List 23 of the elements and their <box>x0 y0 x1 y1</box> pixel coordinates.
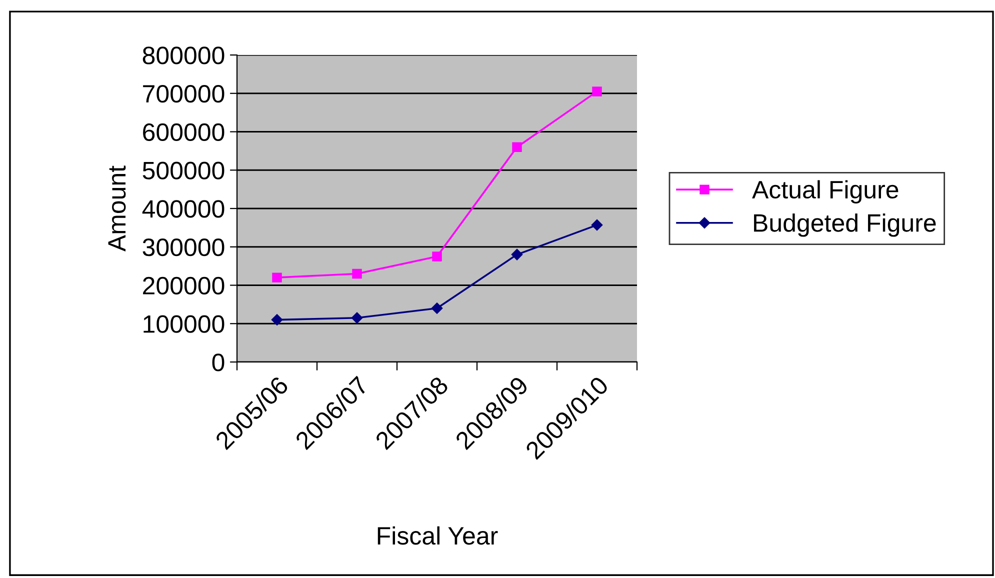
legend-label: Budgeted Figure <box>754 214 936 237</box>
point <box>511 248 523 260</box>
point <box>431 302 443 314</box>
point <box>512 142 522 152</box>
point <box>271 314 283 326</box>
point <box>351 312 363 324</box>
y-tick-label: 100000 <box>144 315 224 333</box>
point <box>272 272 282 282</box>
x-axis-title: Fiscal Year <box>378 526 498 545</box>
legend-label: Actual Figure <box>752 180 898 204</box>
y-tick-label: 500000 <box>142 162 224 180</box>
y-tick-label: 700000 <box>143 84 224 103</box>
y-tick-label: 300000 <box>142 238 224 256</box>
point <box>591 219 603 231</box>
y-tick-label: 600000 <box>143 123 224 142</box>
point <box>352 268 362 279</box>
point <box>592 86 602 96</box>
y-tick-label: 400000 <box>142 200 224 218</box>
y-tick-label: 200000 <box>143 276 224 295</box>
point <box>432 252 442 262</box>
y-tick-label: 800000 <box>142 46 224 64</box>
y-axis-title: Amount <box>108 166 126 252</box>
y-tick-label: 0 <box>212 354 224 372</box>
